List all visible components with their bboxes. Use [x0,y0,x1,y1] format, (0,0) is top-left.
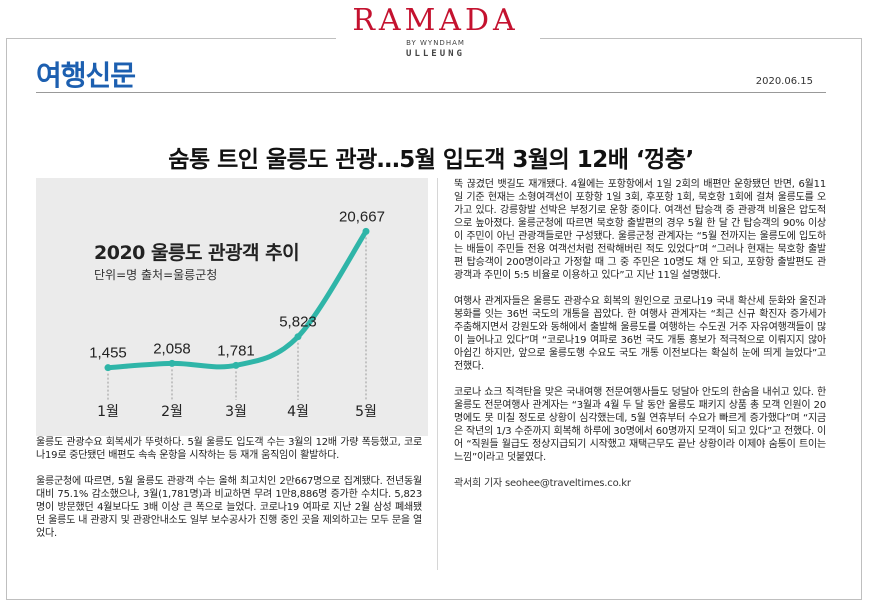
column-separator [437,178,438,570]
paragraph: 뚝 끊겼던 뱃길도 재개됐다. 4월에는 포항항에서 1일 2회의 배편만 운항… [454,179,826,281]
article-body-left: 울릉도 관광수요 회복세가 뚜렷하다. 5월 울릉도 입도객 수는 3월의 12… [36,436,422,553]
data-point [362,227,370,235]
x-tick-label: 5월 [355,404,377,420]
frame-line-right [540,38,862,39]
newspaper-masthead: 여행신문 [36,59,136,92]
brand-sub: BY WYNDHAM [406,39,465,47]
masthead-rule [36,92,826,93]
paragraph: 울릉군청에 따르면, 5월 울릉도 관광객 수는 올해 최고치인 2만667명으… [36,476,422,539]
x-tick-label: 3월 [225,404,247,420]
data-label: 1,455 [89,345,127,362]
chart-title: 2020 울릉도 관광객 추이 [94,242,300,264]
data-point [104,364,112,372]
ramada-logo: RAMADA BY WYNDHAM ULLEUNG [0,4,871,60]
data-label: 2,058 [153,340,191,357]
x-tick-label: 1월 [97,404,119,420]
data-label: 1,781 [217,342,255,359]
byline: 곽서희 기자 seohee@traveltimes.co.kr [454,478,631,489]
series-line [105,228,369,371]
article-headline: 숨통 트인 울릉도 관광…5월 입도객 3월의 12배 ‘껑충’ [168,147,694,173]
chart-subtitle: 단위=명 출처=울릉군청 [94,268,218,282]
publication-date: 2020.06.15 [755,76,813,87]
brand-location: ULLEUNG [406,49,465,59]
data-point [168,359,176,367]
data-point [232,361,240,369]
article-body-right: 뚝 끊겼던 뱃길도 재개됐다. 4월에는 포항항에서 1일 2회의 배편만 운항… [454,178,826,490]
data-point [294,333,302,341]
newspaper-clipping [6,38,862,600]
data-label: 20,667 [339,208,385,225]
data-label: 5,823 [279,314,317,331]
x-tick-label: 4월 [287,404,309,420]
visitor-trend-chart: 1,455 1월 2,058 2월 1,781 3월 5,823 4월 20,667 5월 202… [36,178,428,436]
brand-name: RAMADA [352,3,519,38]
x-tick-label: 2월 [161,404,183,420]
chart-canvas: 1,455 1월 2,058 2월 1,781 3월 5,823 4월 20,667 5월 [89,208,385,420]
paragraph: 여행사 관계자들은 울릉도 관광수요 회복의 원인으로 코로나19 국내 확산세… [454,296,826,372]
paragraph: 코로나 쇼크 직격탄을 맞은 국내여행 전문여행사들도 덩달아 안도의 한숨을 … [454,387,826,463]
paragraph: 울릉도 관광수요 회복세가 뚜렷하다. 5월 울릉도 입도객 수는 3월의 12… [36,437,422,461]
frame-line-left [6,38,336,39]
